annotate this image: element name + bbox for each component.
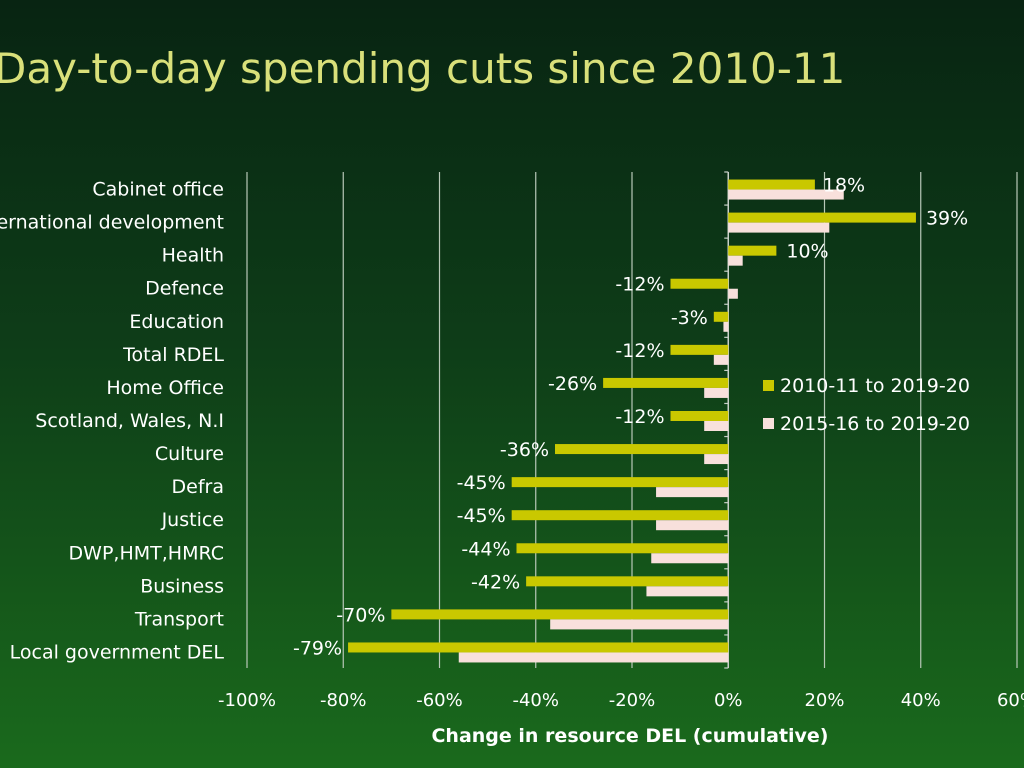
x-tick-label: -20%: [609, 690, 656, 711]
bar-2015-16: [728, 255, 743, 266]
x-axis-title: Change in resource DEL (cumulative): [431, 725, 828, 747]
data-label: -45%: [457, 505, 506, 527]
x-tick-label: -40%: [512, 690, 559, 711]
bar-2010-11: [511, 510, 729, 521]
bar-2010-11: [728, 212, 916, 223]
bar-2010-11: [555, 444, 729, 455]
bar-2015-16: [728, 222, 830, 233]
bar-2015-16: [704, 421, 729, 431]
data-label: -70%: [336, 604, 385, 626]
bar-2015-16: [723, 321, 729, 332]
bar-2010-11: [670, 278, 729, 289]
category-label: Defence: [145, 278, 224, 300]
legend-swatch: [763, 418, 774, 429]
bar-2015-16: [728, 189, 844, 200]
data-label: -36%: [500, 439, 549, 461]
chart-title: Day-to-day spending cuts since 2010-11: [0, 44, 846, 93]
bar-2010-11: [391, 609, 729, 620]
bar-2015-16: [651, 553, 729, 564]
data-label: -42%: [471, 571, 520, 593]
x-tick-label: 0%: [714, 690, 743, 711]
bar-2010-11: [516, 543, 729, 554]
bar-2010-11: [728, 245, 777, 256]
category-label: Cabinet office: [92, 179, 224, 201]
x-tick-label: -80%: [320, 690, 367, 711]
data-label: 10%: [786, 241, 828, 263]
legend-label: 2010-11 to 2019-20: [780, 375, 970, 397]
data-label: -12%: [615, 406, 664, 428]
bar-2010-11: [670, 344, 729, 355]
data-label: -26%: [548, 373, 597, 395]
category-label: International development: [0, 212, 224, 234]
data-label: -3%: [671, 307, 708, 329]
category-label: DWP,HMT,HMRC: [69, 542, 224, 564]
bar-2010-11: [603, 377, 729, 388]
bar-2015-16: [656, 487, 729, 498]
x-tick-label: -60%: [416, 690, 463, 711]
bar-2015-16: [713, 354, 729, 365]
x-tick-label: 60%: [997, 690, 1024, 711]
bar-2015-16: [704, 387, 729, 398]
bar-2010-11: [511, 477, 729, 488]
category-label: Justice: [161, 509, 224, 531]
bar-2010-11: [526, 576, 729, 587]
data-label: 39%: [926, 208, 968, 230]
data-label: -12%: [615, 274, 664, 296]
data-label: -44%: [461, 538, 510, 560]
category-label: Defra: [172, 476, 224, 498]
x-tick-label: 20%: [804, 690, 844, 711]
bar-2015-16: [458, 652, 729, 663]
data-label: -12%: [615, 340, 664, 362]
bar-2010-11: [713, 311, 729, 322]
category-label: Local government DEL: [10, 641, 225, 663]
category-label: Scotland, Wales, N.I: [35, 410, 224, 432]
data-label: 18%: [823, 175, 865, 197]
bar-2010-11: [670, 411, 729, 421]
bar-2010-11: [348, 642, 729, 653]
bar-2010-11: [728, 179, 815, 190]
bar-2015-16: [728, 288, 738, 299]
category-label: Transport: [134, 608, 224, 630]
category-label: Business: [140, 575, 224, 597]
category-label: Health: [162, 245, 224, 267]
bar-2015-16: [550, 619, 729, 630]
legend-swatch: [763, 380, 774, 391]
data-label: -79%: [293, 637, 342, 659]
x-tick-label: -100%: [218, 690, 276, 711]
legend-label: 2015-16 to 2019-20: [780, 413, 970, 435]
bar-2015-16: [656, 520, 729, 531]
x-tick-label: 40%: [901, 690, 941, 711]
category-label: Culture: [155, 443, 224, 465]
category-label: Education: [129, 311, 224, 333]
category-label: Home Office: [106, 377, 224, 399]
category-label: Total RDEL: [122, 344, 224, 366]
bar-2015-16: [704, 454, 729, 465]
bar-2015-16: [646, 586, 729, 597]
data-label: -45%: [457, 472, 506, 494]
